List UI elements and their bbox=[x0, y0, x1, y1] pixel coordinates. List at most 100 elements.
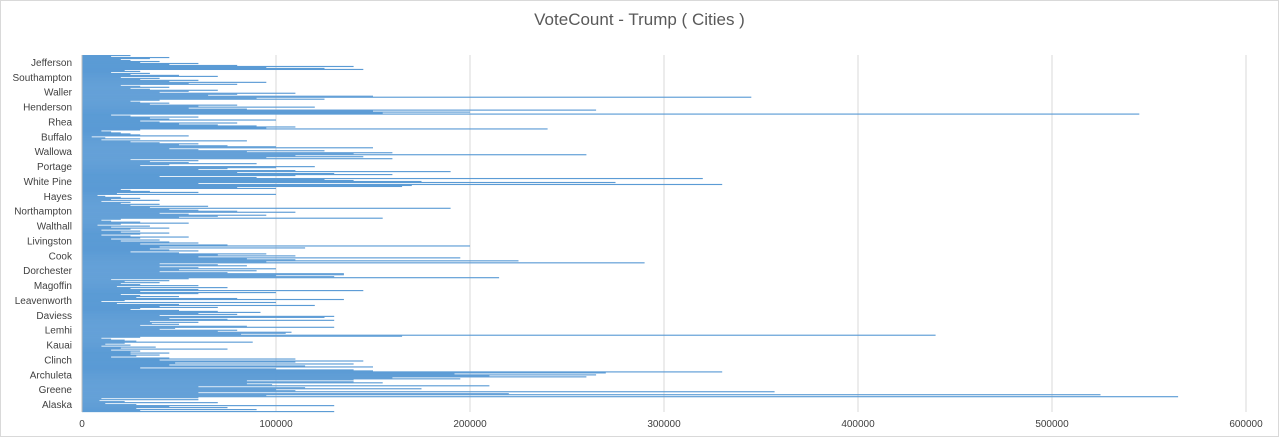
bar bbox=[82, 135, 189, 137]
bar bbox=[82, 310, 218, 312]
bar bbox=[82, 80, 170, 82]
bar bbox=[82, 349, 112, 351]
bar bbox=[82, 373, 455, 375]
bar bbox=[82, 267, 199, 269]
bar bbox=[82, 281, 125, 283]
bar bbox=[82, 189, 131, 192]
bar bbox=[82, 305, 160, 308]
bar bbox=[82, 109, 597, 111]
bar bbox=[82, 284, 141, 286]
bar bbox=[82, 256, 199, 258]
x-tick-label: 300000 bbox=[647, 419, 681, 430]
bar bbox=[82, 260, 519, 262]
bar bbox=[82, 134, 141, 136]
bar bbox=[82, 157, 267, 159]
bar bbox=[82, 402, 218, 404]
bar bbox=[82, 410, 141, 412]
bar bbox=[82, 390, 296, 392]
bar bbox=[82, 378, 461, 380]
bar bbox=[82, 360, 364, 362]
bar bbox=[82, 236, 189, 238]
bar bbox=[82, 261, 267, 263]
y-tick-label: Rhea bbox=[48, 117, 72, 128]
bar bbox=[82, 350, 141, 352]
bar bbox=[82, 220, 112, 222]
bar bbox=[82, 67, 325, 70]
bar bbox=[82, 218, 121, 220]
bar bbox=[82, 407, 228, 409]
bar bbox=[82, 249, 170, 251]
bar bbox=[82, 274, 344, 276]
bar bbox=[82, 354, 160, 356]
bar bbox=[82, 77, 160, 79]
bar bbox=[82, 395, 267, 397]
bar bbox=[82, 196, 121, 198]
bar bbox=[82, 293, 121, 296]
bar bbox=[82, 265, 247, 267]
bar bbox=[82, 102, 170, 104]
bar bbox=[82, 289, 199, 291]
bar bbox=[82, 291, 141, 293]
bar bbox=[82, 259, 296, 261]
bar bbox=[82, 129, 141, 131]
bar bbox=[82, 217, 383, 219]
bar bbox=[82, 166, 315, 168]
y-tick-label: Alaska bbox=[42, 400, 72, 411]
bar bbox=[82, 399, 199, 401]
bar bbox=[82, 207, 451, 209]
bar bbox=[82, 139, 102, 141]
bar bbox=[82, 251, 131, 253]
bar bbox=[82, 137, 106, 139]
bar bbox=[82, 155, 296, 157]
y-tick-label: Dorchester bbox=[23, 266, 73, 277]
bar bbox=[82, 173, 335, 175]
bar bbox=[82, 238, 112, 240]
bar bbox=[82, 180, 422, 183]
bar bbox=[82, 200, 102, 202]
bar bbox=[82, 240, 121, 242]
bar bbox=[82, 199, 160, 201]
bar bbox=[82, 114, 112, 116]
bar bbox=[82, 124, 218, 126]
bar bbox=[82, 70, 141, 73]
bar bbox=[82, 270, 257, 272]
bar bbox=[82, 361, 296, 363]
bar bbox=[82, 95, 373, 97]
bar bbox=[82, 100, 131, 102]
bar bbox=[82, 400, 100, 402]
bar bbox=[82, 118, 170, 120]
bar bbox=[82, 101, 141, 103]
bar bbox=[82, 197, 141, 199]
bar bbox=[82, 372, 606, 374]
bars bbox=[82, 55, 1179, 413]
y-tick-label: Southampton bbox=[13, 73, 73, 84]
bar bbox=[82, 79, 199, 81]
bar bbox=[82, 209, 199, 211]
bar bbox=[82, 165, 141, 167]
bar bbox=[82, 122, 238, 124]
bar bbox=[82, 188, 121, 191]
bar bbox=[82, 132, 121, 134]
bar bbox=[82, 325, 247, 327]
x-tick-label: 600000 bbox=[1229, 419, 1263, 430]
bar bbox=[82, 120, 141, 122]
bar bbox=[82, 222, 189, 224]
bar bbox=[82, 121, 160, 123]
y-axis-tick-labels: Alaska Greene Archuleta Clinch Kauai Lemhi Dav… bbox=[13, 58, 73, 411]
bar bbox=[82, 152, 393, 154]
bar bbox=[82, 351, 131, 353]
bar bbox=[82, 235, 131, 237]
bar bbox=[82, 123, 179, 125]
bar bbox=[82, 150, 325, 152]
y-tick-label: Archuleta bbox=[30, 370, 73, 381]
y-tick-label: Henderson bbox=[23, 103, 72, 114]
bar bbox=[82, 359, 160, 361]
bar bbox=[82, 56, 170, 59]
bar bbox=[82, 383, 247, 385]
x-tick-label: 100000 bbox=[259, 419, 293, 430]
bar bbox=[82, 405, 335, 407]
bar bbox=[82, 268, 276, 270]
bar bbox=[82, 194, 98, 196]
bar bbox=[82, 170, 296, 172]
